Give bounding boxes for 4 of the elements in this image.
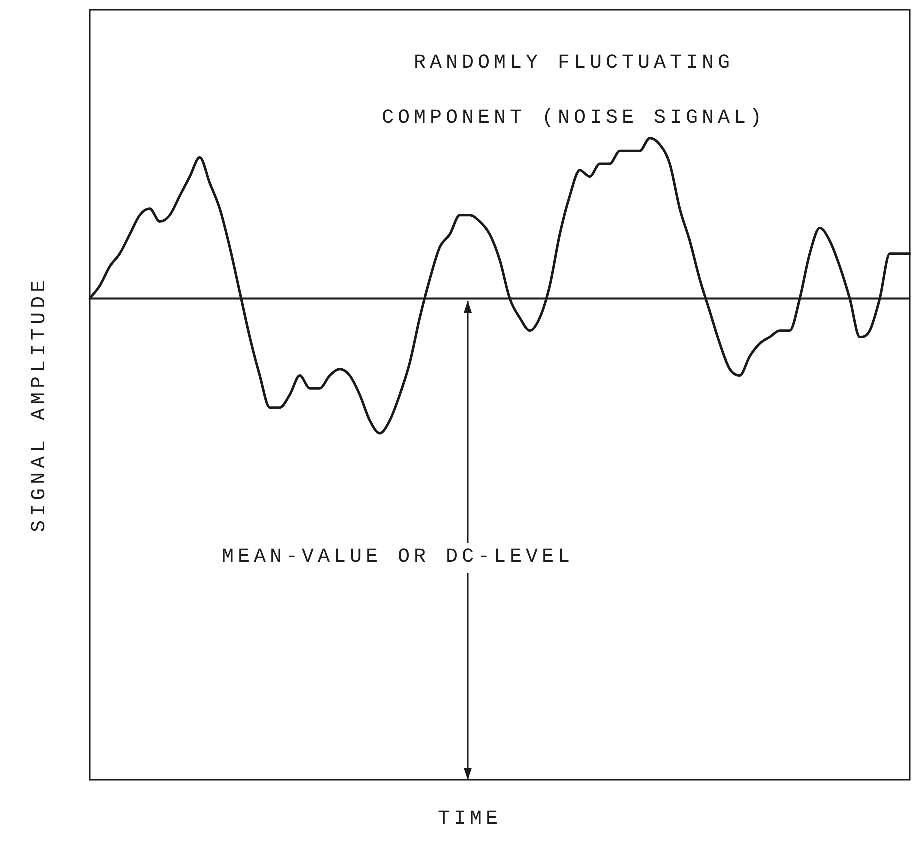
y-axis-title: SIGNAL AMPLITUDE — [28, 275, 52, 535]
x-axis-title: TIME — [436, 808, 503, 831]
text: RANDOMLY FLUCTUATING COMPONENT (NOISE SIGNAL) — [382, 52, 766, 130]
annotation: MEAN-VALUE OR DC-LEVEL — [208, 543, 588, 573]
